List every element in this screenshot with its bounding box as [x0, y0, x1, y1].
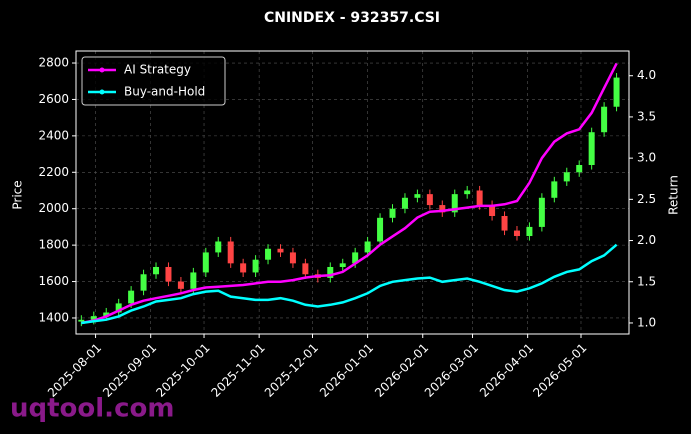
candle-body [115, 303, 122, 313]
series-line [81, 62, 618, 325]
candle-body [90, 316, 97, 320]
y2-tick-label: 1.5 [637, 274, 656, 288]
plot-frame [75, 50, 630, 335]
chart-title: CNINDEX - 932357.CSI [264, 10, 440, 26]
candle-body [302, 263, 309, 275]
candle-body [227, 241, 234, 264]
y-tick-label: 1800 [38, 238, 69, 252]
candle-body [613, 77, 620, 107]
candle-body [501, 215, 508, 231]
candle-body [177, 281, 184, 289]
y-tick-label: 2000 [38, 201, 69, 215]
y2-axis-label: Return [667, 175, 681, 215]
candle-body [563, 172, 570, 182]
candle-body [352, 252, 359, 264]
candle-body [426, 194, 433, 206]
y-tick-label: 2800 [38, 56, 69, 70]
candle-body [401, 197, 408, 209]
candle-body [389, 208, 396, 218]
candle-body [252, 259, 259, 273]
candle-body [277, 248, 284, 253]
candle-body [78, 319, 85, 322]
series-line [81, 243, 618, 325]
legend-label: Buy-and-Hold [124, 85, 205, 99]
legend-marker [99, 67, 105, 73]
candle-body [140, 274, 147, 291]
candle-body [128, 290, 135, 304]
candle-body [526, 226, 533, 237]
candle-body [513, 230, 520, 237]
y-tick-label: 2200 [38, 165, 69, 179]
candle-body [215, 241, 222, 253]
candle-body [601, 106, 608, 133]
y-tick-label: 2600 [38, 92, 69, 106]
y-axis-label: Price [11, 180, 25, 209]
legend-box [81, 56, 226, 106]
candle-body [489, 205, 496, 216]
candle-body [551, 181, 558, 198]
candle-body [240, 263, 247, 273]
candle-body [202, 252, 209, 273]
y2-tick-label: 2.0 [637, 233, 656, 247]
candle-body [476, 190, 483, 206]
y2-tick-label: 2.5 [637, 192, 656, 206]
candle-body [153, 266, 160, 275]
y2-tick-label: 1.0 [637, 315, 656, 329]
y-tick-label: 2400 [38, 128, 69, 142]
y2-tick-label: 4.0 [637, 68, 656, 82]
legend-marker [99, 89, 105, 95]
y-tick-label: 1400 [38, 310, 69, 324]
candle-body [538, 197, 545, 227]
candle-body [576, 165, 583, 173]
candle-body [190, 272, 197, 289]
candle-body [103, 312, 110, 317]
candle-body [464, 190, 471, 195]
candle-body [265, 248, 272, 260]
candle-body [327, 266, 334, 278]
y2-tick-label: 3.5 [637, 109, 656, 123]
watermark: uqtool.com [10, 394, 174, 424]
candle-body [165, 266, 172, 282]
y-tick-label: 1600 [38, 274, 69, 288]
candle-body [451, 194, 458, 213]
candle-body [339, 263, 346, 267]
candle-body [289, 252, 296, 264]
candle-body [377, 217, 384, 242]
candle-body [414, 194, 421, 198]
legend-label: AI Strategy [124, 63, 191, 77]
y2-tick-label: 3.0 [637, 151, 656, 165]
candle-body [439, 205, 446, 213]
candle-body [588, 132, 595, 166]
candle-body [364, 241, 371, 253]
